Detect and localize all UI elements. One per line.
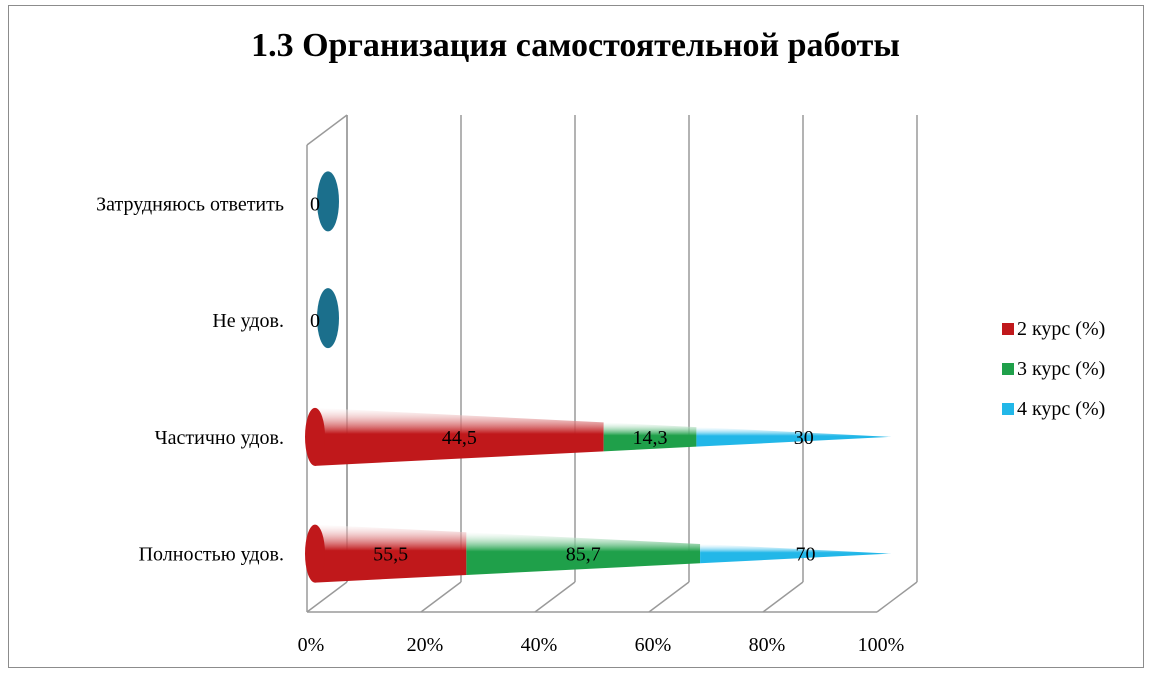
wall-edge	[306, 114, 348, 146]
x-tick-label: 0%	[298, 634, 325, 656]
legend-swatch	[1002, 403, 1014, 415]
category-label: Затрудняюсь ответить	[96, 193, 284, 215]
bar-segment	[315, 524, 467, 583]
floor-line	[762, 581, 804, 613]
data-label: 0	[310, 193, 320, 215]
floor-line	[306, 581, 348, 613]
cone-base	[305, 524, 325, 583]
floor-line	[534, 581, 576, 613]
data-label: 55,5	[373, 544, 408, 566]
data-label: 14,3	[633, 427, 668, 449]
floor-line	[648, 581, 690, 613]
bar-segment	[315, 407, 604, 466]
data-label: 0	[310, 310, 320, 332]
bar-segment	[700, 544, 891, 564]
legend-swatch	[1002, 323, 1014, 335]
x-tick-label: 60%	[635, 634, 672, 656]
data-label: 30	[794, 427, 814, 449]
legend-swatch	[1002, 363, 1014, 375]
category-label: Частично удов.	[155, 427, 284, 449]
legend-label-3-курс: 3 курс (%)	[1017, 358, 1105, 380]
floor-line	[876, 581, 918, 613]
x-tick-label: 40%	[521, 634, 558, 656]
bar-segment	[466, 532, 701, 576]
zero-marker	[317, 171, 339, 232]
x-tick-label: 80%	[749, 634, 786, 656]
bar-segment	[603, 422, 697, 452]
category-label: Не удов.	[212, 310, 284, 332]
cone-base	[305, 407, 325, 466]
chart-title: 1.3 Организация самостоятельной работы	[251, 27, 900, 64]
bar-segment	[696, 427, 891, 447]
legend-label-2-курс: 2 курс (%)	[1017, 318, 1105, 340]
floor-line	[420, 581, 462, 613]
legend-label-4-курс: 4 курс (%)	[1017, 398, 1105, 420]
category-label: Полностью удов.	[139, 544, 284, 566]
x-tick-label: 100%	[858, 634, 905, 656]
zero-marker	[317, 288, 339, 349]
data-label: 85,7	[566, 544, 601, 566]
x-tick-label: 20%	[407, 634, 444, 656]
data-label: 70	[796, 544, 816, 566]
data-label: 44,5	[442, 427, 477, 449]
